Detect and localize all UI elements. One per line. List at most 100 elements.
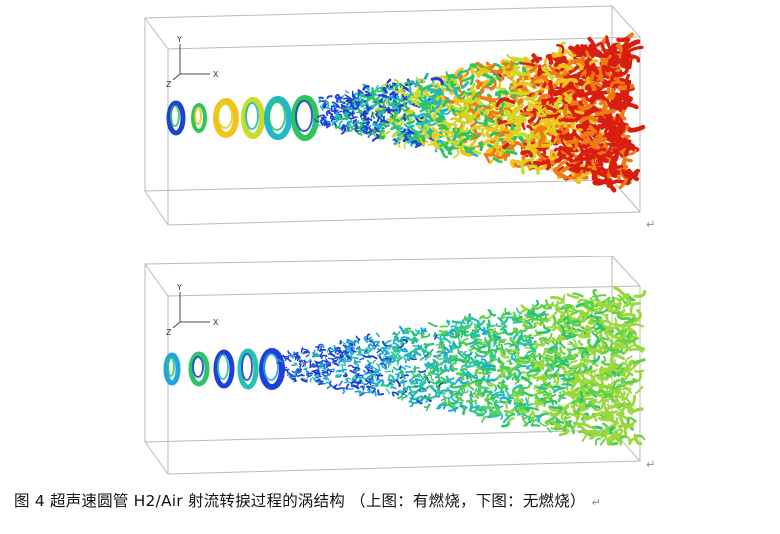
vortex-filament [476,366,482,371]
vortex-filament [293,370,297,376]
vortex-filament [568,81,584,94]
vortex-filament [561,383,574,387]
vortex-filament [604,329,612,337]
vortex-filament [480,365,485,373]
vortex-filament [361,347,368,352]
vortex-filament [409,392,415,399]
caption-text: 图 4 超声速圆管 H2/Air 射流转捩过程的涡结构 （上图：有燃烧，下图：无… [14,492,586,510]
vortex-filament [577,333,591,339]
vortex-filament [489,327,497,335]
vortex-filament [417,117,426,122]
vortex-filament [432,331,436,337]
vortex-filament [483,147,497,157]
vortex-filament [311,369,318,373]
vortex-filament [441,366,448,373]
vortex-filament [606,434,615,446]
vortex-filament [514,345,520,351]
vortex-filament [346,345,355,350]
vortex-filament [430,77,444,85]
vortex-filament [344,112,349,120]
vortex-filament [526,316,534,323]
vortex-filament [386,361,392,366]
vortex-filament [624,54,641,63]
vortex-filament [378,367,381,372]
vortex-filament [343,111,347,118]
vortex-filament [483,364,496,368]
vortex-filament [476,89,485,99]
vortex-filament [423,369,432,377]
vortex-filament [598,385,609,390]
figure-caption: 图 4 超声速圆管 H2/Air 射流转捩过程的涡结构 （上图：有燃烧，下图：无… [14,489,780,511]
vortex-filament [505,400,509,409]
vortex-filament [564,402,572,408]
vortex-filament [620,377,638,385]
vortex-filament [498,381,506,388]
vortex-ring-highlight [170,105,180,127]
vortex-filament [536,67,542,77]
vortex-filament [596,344,608,352]
vortex-filament [553,415,565,424]
vortex-filament [610,80,626,88]
vortex-filament [578,309,586,319]
vortex-filament [461,350,467,356]
vortex-filament [622,41,629,57]
vortex-filament [609,94,632,107]
vortex-filament [359,112,369,118]
vortex-filament [354,369,360,374]
vortex-filament [565,160,584,168]
vortex-filament [339,360,347,366]
vortex-filament [530,365,540,370]
vortex-filament [325,120,332,125]
vortex-filament [355,123,359,130]
vortex-filament [343,344,347,349]
vortex-filament [317,343,324,348]
vortex-filament [437,356,449,360]
vortex-filament [500,59,512,64]
vortex-filament [287,350,292,356]
vortex-filament [348,125,356,128]
vortex-filament [357,89,364,95]
vortex-filament [531,53,540,64]
vortex-filament [407,120,416,126]
vortex-filament [583,353,587,364]
vortex-filament [319,105,324,112]
vortex-filament [317,367,320,372]
vortex-filament [463,93,472,103]
vortex-filament [457,122,466,134]
vortex-filament [623,359,634,372]
vortex-filament [618,177,628,189]
vortex-filament [415,399,422,405]
vortex-filament [449,391,458,396]
vortex-filament [448,399,456,406]
vortex-filament [376,379,384,385]
vortex-filament [572,90,592,98]
vortex-filament [425,403,430,412]
vortex-filament [343,350,350,354]
vortex-filament [329,380,333,387]
vortex-filament [479,95,492,101]
vortex-filament [545,104,557,114]
vortex-filament [509,336,515,344]
vortex-filament [488,116,498,127]
vortex-filament [487,63,496,71]
vortex-filament [519,160,525,175]
vortex-filament [389,380,397,383]
vortex-filament [475,120,489,125]
vortex-filament [400,389,403,396]
vortex-filament [429,130,432,138]
vortex-filament [391,354,401,359]
vortex-filament [591,69,605,83]
vortex-filament [562,422,568,432]
vortex-ring-highlight [295,100,313,132]
vortex-filament [523,333,532,338]
vortex-filament [457,131,470,139]
vortex-filament [503,101,516,107]
vortex-filament [357,379,363,385]
vortex-filament [366,374,374,380]
vortex-filament [501,61,508,69]
vortex-filament [327,346,331,351]
vortex-filament [363,114,367,121]
vortex-filament [295,355,301,358]
vortex-filament [353,92,364,97]
vortex-filament [436,368,440,374]
